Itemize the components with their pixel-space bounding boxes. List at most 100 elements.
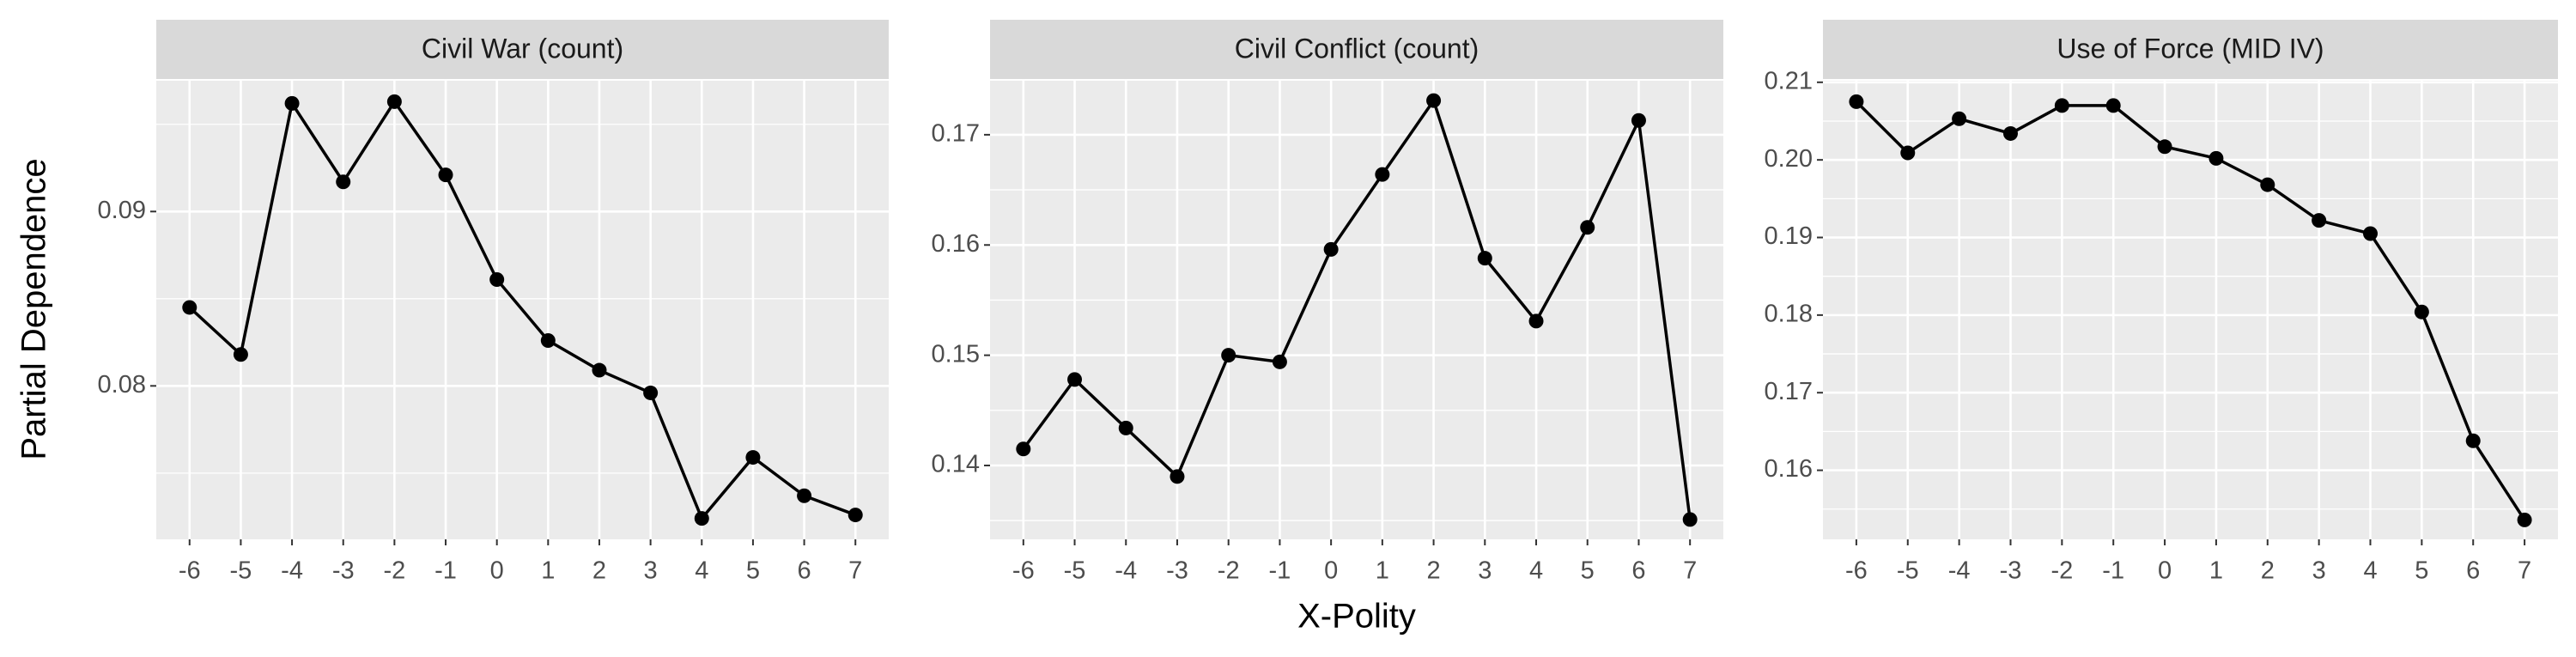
x-tick-label: 3 — [2312, 557, 2326, 585]
point — [2105, 98, 2121, 113]
x-tick-label: 0 — [2158, 557, 2172, 585]
x-tick-label: -2 — [1218, 557, 1240, 585]
x-tick-label: 4 — [695, 557, 708, 585]
point — [336, 174, 351, 190]
x-tick-label: -2 — [383, 557, 405, 585]
point — [1118, 420, 1133, 435]
point — [540, 333, 556, 349]
point — [1580, 220, 1595, 235]
point — [1272, 354, 1287, 369]
point — [182, 300, 197, 315]
x-tick-label: 6 — [798, 557, 811, 585]
panel-title: Civil Conflict (count) — [1235, 33, 1479, 64]
point — [2054, 98, 2069, 113]
x-tick-label: -3 — [2000, 557, 2022, 585]
strip — [156, 20, 889, 79]
x-tick-label: 4 — [2363, 557, 2377, 585]
y-tick-label: 0.20 — [1765, 145, 1813, 173]
line — [1855, 100, 2526, 521]
point — [233, 347, 248, 362]
point — [1323, 241, 1339, 257]
x-tick-label: -4 — [281, 557, 303, 585]
plot-background — [1823, 81, 2558, 539]
x-tick-label: 6 — [1631, 557, 1645, 585]
point — [2363, 226, 2379, 241]
x-tick-label: 1 — [2209, 557, 2223, 585]
x-tick-label: 7 — [1683, 557, 1697, 585]
panel-title: Use of Force (MID IV) — [2057, 33, 2324, 64]
point — [1528, 313, 1544, 329]
point — [694, 511, 709, 526]
y-tick-label: 0.18 — [1765, 301, 1813, 328]
x-tick-label: 2 — [2261, 557, 2275, 585]
point — [1221, 348, 1236, 363]
x-tick-label: -6 — [1845, 557, 1868, 585]
panel: Civil Conflict (count) 0.14 0.15 0.16 0.17 -6… — [932, 20, 1723, 585]
x-tick-label: -1 — [434, 557, 457, 585]
x-tick-label: 4 — [1529, 557, 1543, 585]
point — [1849, 94, 1864, 109]
y-tick-label: 0.17 — [1765, 378, 1813, 405]
x-tick-label: -4 — [1115, 557, 1137, 585]
point — [1682, 512, 1698, 527]
x-tick-label: -1 — [1269, 557, 1291, 585]
x-tick-label: -5 — [1897, 557, 1919, 585]
point — [438, 167, 453, 183]
strip — [990, 20, 1723, 79]
point — [2465, 433, 2481, 448]
point — [2312, 213, 2327, 228]
x-tick-label: -3 — [1166, 557, 1188, 585]
x-tick-label: 2 — [592, 557, 606, 585]
point — [2208, 150, 2224, 166]
x-tick-label: -6 — [1012, 557, 1035, 585]
line — [1022, 97, 1692, 520]
point — [592, 362, 607, 378]
point — [797, 488, 812, 503]
x-tick-label: -5 — [1064, 557, 1086, 585]
point — [386, 94, 402, 109]
point — [848, 508, 863, 523]
y-tick-label: 0.09 — [98, 197, 146, 224]
panel: Use of Force (MID IV) 0.16 0.17 0.18 0.19 0.2… — [1765, 20, 2558, 585]
y-axis-title: Partial Dependence — [15, 158, 53, 459]
point — [1375, 167, 1390, 182]
x-tick-label: -6 — [179, 557, 201, 585]
x-tick-label: 0 — [1324, 557, 1338, 585]
x-tick-label: 6 — [2466, 557, 2480, 585]
point — [1477, 251, 1492, 266]
point — [1952, 111, 1967, 126]
x-tick-label: -5 — [230, 557, 252, 585]
y-tick-label: 0.14 — [932, 451, 980, 478]
y-tick-label: 0.17 — [932, 120, 980, 148]
x-tick-label: -2 — [2050, 557, 2073, 585]
point — [1067, 372, 1083, 387]
x-tick-label: 1 — [541, 557, 555, 585]
y-tick-label: 0.19 — [1765, 222, 1813, 250]
y-tick-label: 0.16 — [1765, 455, 1813, 483]
point — [1016, 441, 1031, 457]
point — [1426, 93, 1442, 108]
point — [643, 385, 659, 400]
point — [1900, 145, 1916, 161]
y-tick-label: 0.15 — [932, 340, 980, 368]
x-tick-label: 1 — [1376, 557, 1389, 585]
panel: Civil War (count) 0.08 0.09 -6 -5 -4 -3 -2 -1 0 1 2… — [98, 20, 889, 585]
y-tick-label: 0.08 — [98, 371, 146, 398]
x-tick-label: 7 — [848, 557, 862, 585]
x-tick-label: -3 — [332, 557, 355, 585]
x-tick-label: 3 — [1478, 557, 1492, 585]
point — [2002, 125, 2018, 141]
point — [284, 95, 300, 111]
x-tick-label: 3 — [644, 557, 658, 585]
strip — [1823, 20, 2558, 79]
x-tick-label: 5 — [746, 557, 760, 585]
x-tick-label: 5 — [2415, 557, 2428, 585]
point — [2260, 177, 2275, 192]
y-tick-label: 0.21 — [1765, 67, 1813, 94]
point — [2157, 139, 2172, 155]
x-tick-label: 7 — [2518, 557, 2531, 585]
point — [745, 450, 761, 465]
line — [188, 99, 856, 521]
point — [2414, 304, 2429, 319]
point — [2517, 512, 2532, 527]
